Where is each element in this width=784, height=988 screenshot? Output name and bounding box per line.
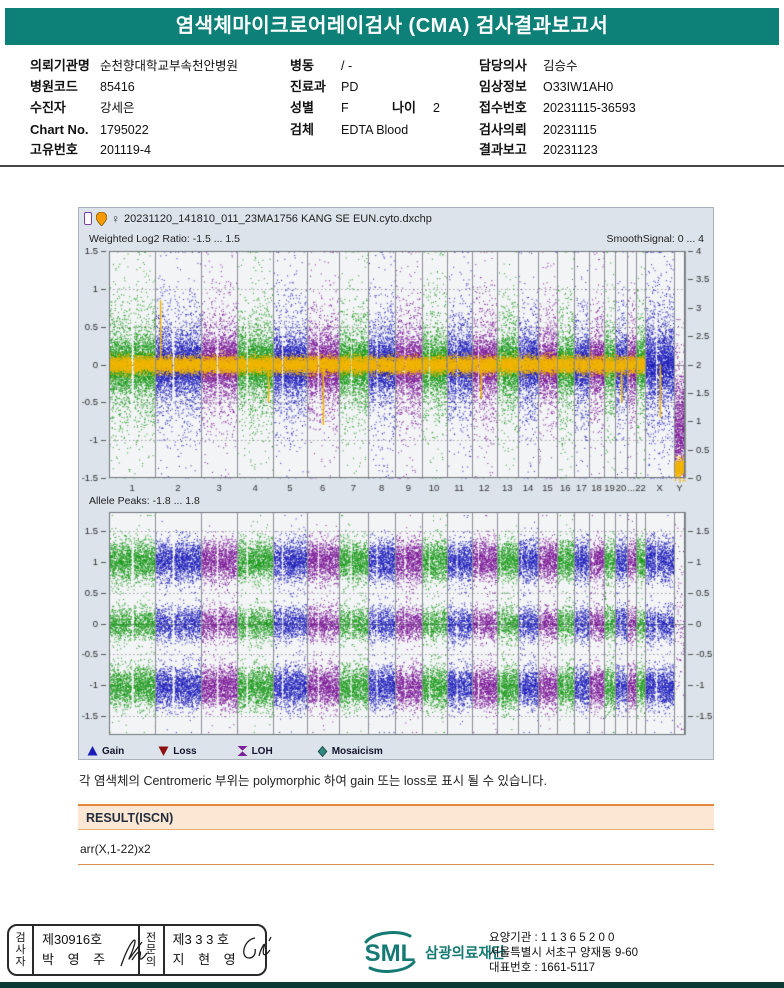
field-label: 병원코드 <box>30 79 78 94</box>
weighted-log2-ratio-chart <box>79 248 715 494</box>
field-value: 20231115-36593 <box>543 101 636 115</box>
field-label: 수진자 <box>30 100 66 115</box>
field-label: 의뢰기관명 <box>30 58 90 73</box>
mosaicism-diamond-icon <box>317 745 328 757</box>
field-value: PD <box>341 80 359 94</box>
field-value: F <box>341 101 349 115</box>
field-value: / - <box>341 59 353 73</box>
cma-chart-panel: ♀ 20231120_141810_011_23MA1756 KANG SE E… <box>78 207 715 761</box>
examiner-cert: 제30916호 <box>42 932 103 947</box>
field-label: 나이 <box>392 100 416 115</box>
street-address: 서울특별시 서초구 양재동 9-60 <box>489 947 638 959</box>
examiner-name: 박 영 주 <box>42 952 111 967</box>
care-institution-number: 요양기관 : 1 1 3 6 5 2 0 0 <box>489 932 615 944</box>
field-label: 임상정보 <box>479 79 527 94</box>
field-value: 2 <box>433 101 440 115</box>
field-label: 담당의사 <box>479 58 527 73</box>
field-label: 검사의뢰 <box>479 122 527 137</box>
patient-info: 의뢰기관명 순천향대학교부속천안병원 병원코드 85416 수진자 강세은 Ch… <box>0 54 784 162</box>
specialist-role-label: 전문의 <box>137 926 165 974</box>
field-value: O33IW1AH0 <box>543 80 614 94</box>
centromeric-note: 각 염색체의 Centromeric 부위는 polymorphic 하여 ga… <box>79 774 547 788</box>
chart-axis-titles: Weighted Log2 Ratio: -1.5 ... 1.5 Smooth… <box>79 229 713 248</box>
sml-logo: SML 삼광의료재단 <box>360 929 505 975</box>
phone-number: 대표번호 : 1661-5117 <box>489 962 596 974</box>
result-section-border <box>78 864 714 865</box>
field-label: 접수번호 <box>479 100 527 115</box>
field-value: 1795022 <box>100 123 149 137</box>
specialist-name: 지 현 영 <box>172 952 241 967</box>
right-axis-title: SmoothSignal: 0 ... 4 <box>606 232 704 245</box>
footer-address: 요양기관 : 1 1 3 6 5 2 0 0 서울특별시 서초구 양재동 9-6… <box>489 931 638 976</box>
legend-item-loh: LOH <box>237 746 273 757</box>
field-label: 병동 <box>290 58 314 73</box>
section-divider <box>0 165 784 167</box>
specialist-cell: 제3 3 3 호 지 현 영 <box>165 926 272 974</box>
field-label: 고유번호 <box>30 142 78 157</box>
field-label: Chart No. <box>30 122 89 137</box>
field-value: 강세은 <box>100 101 135 115</box>
field-value: 김승수 <box>543 59 578 73</box>
chart-legend: Gain Loss LOH Mosaicism <box>79 741 713 761</box>
field-value: 순천향대학교부속천안병원 <box>100 59 239 73</box>
field-value: 201119-4 <box>100 143 151 157</box>
field-value: 20231115 <box>543 123 597 137</box>
field-label: 검체 <box>290 122 314 137</box>
female-symbol-icon: ♀ <box>111 211 120 226</box>
allele-peaks-chart <box>79 509 715 741</box>
chart-header: ♀ 20231120_141810_011_23MA1756 KANG SE E… <box>79 208 713 229</box>
sml-logo-arcs: SML <box>364 931 416 973</box>
field-value: 85416 <box>100 80 135 94</box>
examiner-cell: 제30916호 박 영 주 <box>34 926 148 974</box>
svg-text:SML: SML <box>365 940 416 967</box>
file-icon <box>84 212 92 225</box>
result-iscn-value: arr(X,1-22)x2 <box>80 842 151 856</box>
legend-item-mosaicism: Mosaicism <box>317 745 383 757</box>
sml-logo-mark: SML <box>360 929 420 975</box>
report-title: 염색체마이크로어레이검사 (CMA) 검사결과보고서 <box>5 8 779 45</box>
specialist-signature <box>242 936 272 959</box>
signature-stamp-box: 검사자 제30916호 박 영 주 전문의 제3 3 3 호 지 현 영 <box>7 924 272 976</box>
field-value: 20231123 <box>543 143 598 157</box>
legend-item-gain: Gain <box>87 746 124 757</box>
loss-triangle-icon <box>158 746 169 756</box>
examiner-signature <box>120 939 148 967</box>
left-axis-title: Weighted Log2 Ratio: -1.5 ... 1.5 <box>89 232 240 245</box>
allele-peaks-title: Allele Peaks: -1.8 ... 1.8 <box>89 495 200 507</box>
marker-icon <box>96 211 107 226</box>
specialist-cert: 제3 3 3 호 <box>172 932 229 947</box>
organization-name: 삼광의료재단 <box>425 945 506 962</box>
loh-hourglass-icon <box>237 746 248 756</box>
examiner-role-label: 검사자 <box>9 926 34 974</box>
legend-item-loss: Loss <box>158 746 197 757</box>
gain-triangle-icon <box>87 746 98 756</box>
bottom-accent-bar <box>0 982 784 988</box>
chart-filename: 20231120_141810_011_23MA1756 KANG SE EUN… <box>124 212 432 225</box>
field-label: 결과보고 <box>479 142 527 157</box>
field-label: 진료과 <box>290 79 326 94</box>
field-label: 성별 <box>290 100 314 115</box>
result-section-header: RESULT(ISCN) <box>78 804 714 830</box>
field-value: EDTA Blood <box>341 123 409 137</box>
